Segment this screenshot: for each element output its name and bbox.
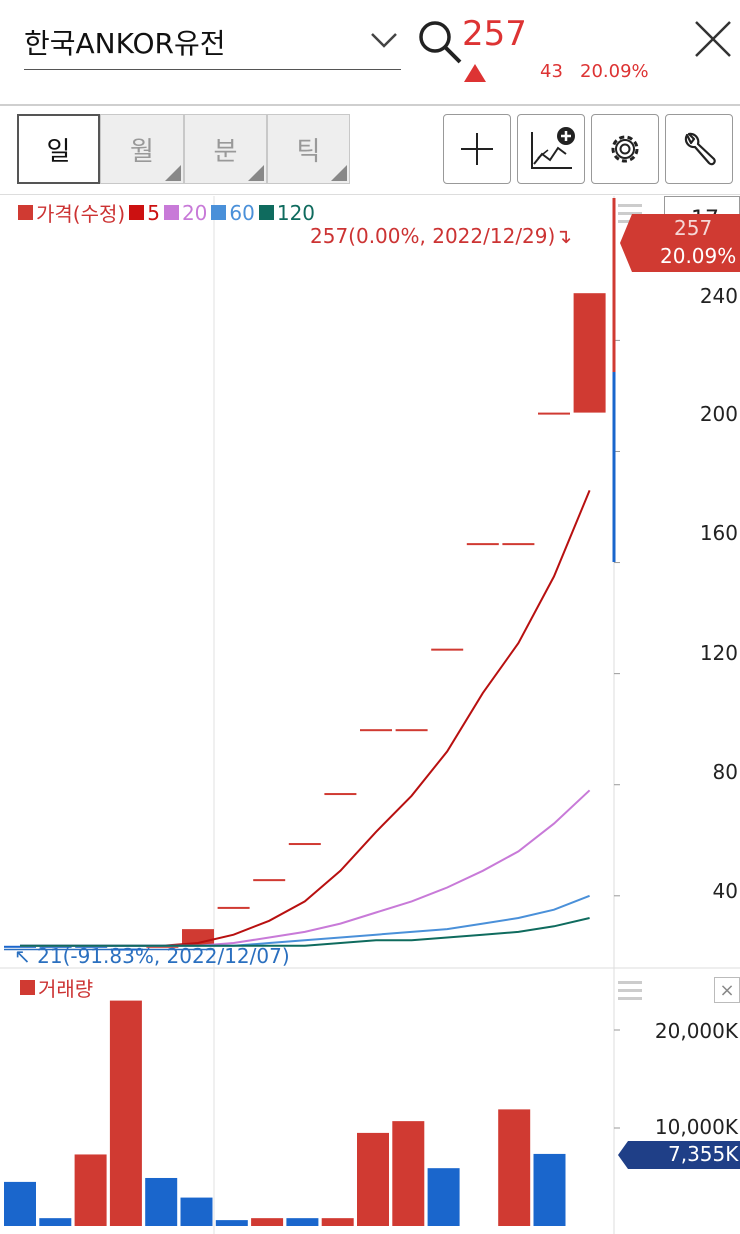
- volume-bar: [533, 1153, 566, 1226]
- legend-ma120: 120: [258, 200, 316, 225]
- price-candle: [573, 293, 606, 413]
- volume-close-button[interactable]: ×: [714, 977, 740, 1003]
- price-change-pct: 20.09%: [580, 61, 649, 82]
- legend-swatch: [211, 205, 227, 220]
- legend-label: 20: [181, 200, 208, 225]
- ma20-line: [20, 789, 591, 947]
- header-divider: [0, 104, 740, 106]
- current-price: 257: [462, 14, 527, 54]
- high-price-annotation: 257(0.00%, 2022/12/29)↴: [310, 224, 573, 248]
- tab-tick[interactable]: 틱: [267, 114, 350, 184]
- price-tag-pct: 20.09%: [660, 244, 737, 268]
- ma120-line: [20, 917, 590, 947]
- price-change: 43: [540, 61, 563, 82]
- volume-bar: [74, 1154, 107, 1226]
- current-volume-tag: [618, 1141, 740, 1169]
- price-legend: 가격(수정) 5 20 60 120: [18, 198, 319, 227]
- legend-ma20: 20: [163, 200, 208, 225]
- volume-bar: [321, 1218, 354, 1226]
- tab-label: 일: [46, 136, 71, 167]
- volume-bar: [215, 1220, 248, 1226]
- price-candle: [502, 543, 535, 546]
- stock-name[interactable]: 한국ANKOR유전: [24, 27, 226, 60]
- volume-bar: [180, 1197, 213, 1226]
- toolbar-divider: [0, 194, 740, 195]
- volume-bar: [251, 1218, 284, 1226]
- volume-bar: [392, 1121, 425, 1226]
- legend-swatch: [20, 980, 35, 995]
- gear-icon: [611, 135, 639, 163]
- volume-tick-label: 20,000K: [654, 1019, 738, 1043]
- price-candle: [324, 793, 357, 796]
- low-price-annotation: ↖ 21(-91.83%, 2022/12/07): [14, 944, 290, 968]
- legend-ma5: 5: [129, 201, 160, 225]
- name-underline: [24, 69, 401, 70]
- price-tag-value: 257: [674, 216, 713, 240]
- volume-tick-label: 10,000K: [654, 1115, 738, 1139]
- y-tick-label: 160: [699, 521, 738, 545]
- crosshair-button[interactable]: [443, 114, 511, 184]
- tab-label: 틱: [296, 136, 321, 167]
- tab-label: 분: [213, 136, 238, 167]
- tab-daily[interactable]: 일: [17, 114, 100, 184]
- price-candle: [395, 729, 428, 732]
- legend-label: 가격(수정): [36, 202, 126, 226]
- y-tick-label: 120: [699, 641, 738, 665]
- volume-pane-menu-icon[interactable]: [618, 981, 642, 1005]
- chart-add-icon: [531, 127, 575, 169]
- y-tick-label: 80: [712, 760, 738, 784]
- legend-label: 60: [229, 200, 255, 225]
- legend-ma60: 60: [211, 200, 255, 225]
- price-candle: [538, 412, 570, 415]
- tools-button[interactable]: [665, 114, 733, 184]
- tab-minute[interactable]: 분: [184, 114, 267, 184]
- volume-legend: 거래량: [20, 973, 93, 1002]
- y-tick-label: 240: [699, 284, 738, 308]
- legend-swatch: [18, 205, 33, 220]
- volume-bar: [498, 1109, 531, 1226]
- volume-bar: [4, 1181, 36, 1226]
- volume-legend-label: 거래량: [38, 977, 94, 1001]
- price-candle: [466, 543, 499, 546]
- close-icon[interactable]: [692, 18, 734, 60]
- settings-button[interactable]: [591, 114, 659, 184]
- price-candle: [110, 948, 143, 951]
- tab-label: 월: [130, 136, 154, 167]
- ma5-line: [20, 490, 591, 947]
- volume-bar: [109, 1000, 142, 1226]
- volume-bar: [145, 1177, 178, 1226]
- tab-monthly[interactable]: 월: [100, 114, 184, 184]
- add-indicator-button[interactable]: [517, 114, 585, 184]
- current-price-tag: [620, 214, 740, 272]
- volume-bar: [427, 1168, 460, 1226]
- price-candle: [360, 729, 392, 732]
- volume-tag-value: 7,355K: [668, 1142, 739, 1166]
- wrench-icon: [684, 132, 716, 166]
- price-candle: [431, 648, 464, 651]
- y-tick-label: 40: [712, 879, 738, 903]
- search-icon[interactable]: [416, 18, 464, 66]
- price-candle: [288, 843, 321, 846]
- legend-swatch: [129, 205, 145, 220]
- y-tick-label: 200: [699, 402, 738, 426]
- price-candle: [217, 906, 250, 909]
- volume-bar: [286, 1218, 319, 1226]
- legend-label: 5: [147, 200, 160, 225]
- volume-bar: [39, 1218, 72, 1226]
- chevron-down-icon[interactable]: [368, 26, 400, 54]
- up-triangle-icon: [464, 64, 486, 82]
- legend-swatch: [258, 205, 274, 220]
- volume-bar: [357, 1132, 389, 1226]
- legend-price: 가격(수정): [18, 198, 125, 227]
- legend-label: 120: [276, 200, 316, 225]
- price-candle: [253, 879, 286, 882]
- ma60-line: [20, 894, 590, 947]
- legend-swatch: [163, 205, 179, 220]
- crosshair-icon: [461, 133, 493, 165]
